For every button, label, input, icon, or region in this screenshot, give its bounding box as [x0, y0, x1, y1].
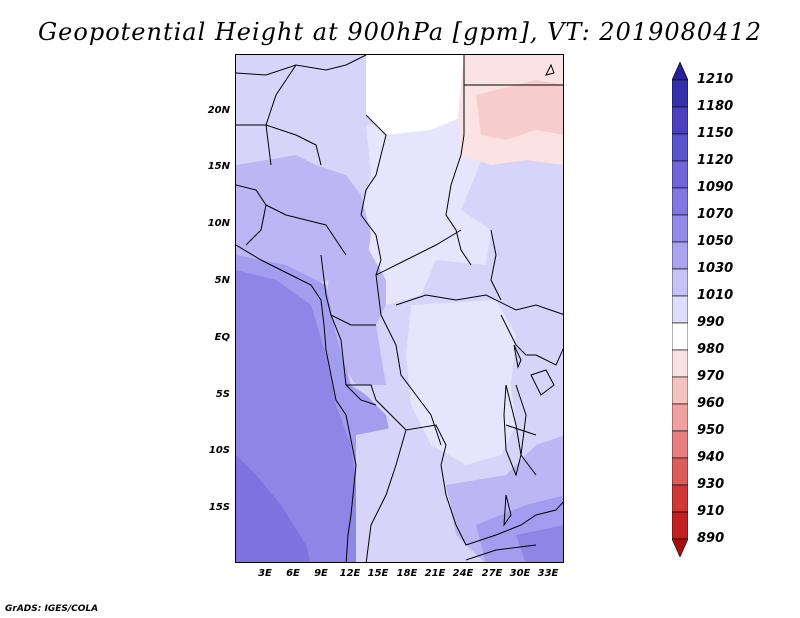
- lat-label: 15S: [208, 502, 230, 513]
- field-980: [476, 80, 563, 140]
- colorbar-segment: [672, 376, 688, 405]
- colorbar-segment: [672, 484, 688, 513]
- lat-label: 10N: [207, 218, 230, 229]
- colorbar-segment: [672, 214, 688, 243]
- lat-label: 15N: [207, 161, 230, 172]
- colorbar-label: 980: [697, 342, 725, 357]
- lat-label: 20N: [207, 105, 230, 116]
- colorbar-label: 940: [697, 450, 725, 465]
- colorbar-label: 1120: [697, 153, 734, 168]
- colorbar-segment: [672, 133, 688, 162]
- field-1090: [236, 270, 366, 562]
- colorbar-segment: [672, 241, 688, 270]
- colorbar-label: 970: [697, 369, 725, 384]
- map-title: Geopotential Height at 900hPa [gpm], VT:…: [38, 18, 762, 46]
- lakes: [503, 63, 555, 527]
- colorbar-label: 910: [697, 504, 725, 519]
- colorbar-segment: [672, 268, 688, 297]
- field-1090-se: [516, 525, 563, 562]
- grads-credit: GrADS: IGES/COLA: [5, 604, 99, 614]
- field-1050-cameroon: [326, 245, 386, 385]
- colorbar-segment: [672, 349, 688, 378]
- lon-label: 24E: [452, 568, 474, 579]
- lon-label: 9E: [314, 568, 328, 579]
- colorbar-label: 890: [697, 531, 725, 546]
- colorbar-segment: [672, 457, 688, 486]
- lon-label: 18E: [396, 568, 418, 579]
- lon-label: 30E: [509, 568, 531, 579]
- geopotential-height-map: [235, 54, 564, 563]
- colorbar-label: 1070: [697, 207, 734, 222]
- colorbar-segment: [672, 187, 688, 216]
- colorbar-label: 1030: [697, 261, 734, 276]
- colorbar-bottom-arrow: [672, 538, 688, 557]
- field-1050-nw: [236, 155, 371, 285]
- colorbar-segment: [672, 430, 688, 459]
- lat-label: EQ: [214, 332, 230, 343]
- lat-label: 10S: [208, 445, 230, 456]
- lon-label: 12E: [339, 568, 361, 579]
- lon-label: 15E: [367, 568, 389, 579]
- lon-label: 6E: [286, 568, 300, 579]
- lon-label: 27E: [481, 568, 503, 579]
- lon-label: 3E: [258, 568, 272, 579]
- colorbar-label: 1090: [697, 180, 734, 195]
- lat-label: 5N: [214, 275, 230, 286]
- colorbar-label: 990: [697, 315, 725, 330]
- colorbar-label: 1180: [697, 99, 734, 114]
- colorbar-segment: [672, 322, 688, 351]
- colorbar-segment: [672, 511, 688, 540]
- colorbar-label: 930: [697, 477, 725, 492]
- colorbar-segment: [672, 295, 688, 324]
- colorbar-top-arrow: [672, 62, 688, 81]
- map-svg: [236, 55, 563, 562]
- colorbar-label: 1150: [697, 126, 734, 141]
- lon-label: 33E: [537, 568, 559, 579]
- field-1030-south: [356, 425, 451, 562]
- colorbar-label: 1050: [697, 234, 734, 249]
- colorbar-segment: [672, 79, 688, 108]
- colorbar-segment: [672, 403, 688, 432]
- colorbar-label: 960: [697, 396, 725, 411]
- lat-label: 5S: [215, 389, 230, 400]
- colorbar: [672, 62, 688, 557]
- colorbar-label: 1210: [697, 72, 734, 87]
- colorbar-segment: [672, 106, 688, 135]
- colorbar-label: 950: [697, 423, 725, 438]
- colorbar-label: 1010: [697, 288, 734, 303]
- lon-label: 21E: [424, 568, 446, 579]
- coastline: [236, 244, 357, 562]
- field-white-north: [366, 55, 466, 135]
- colorbar-segment: [672, 160, 688, 189]
- field-1010: [356, 115, 491, 305]
- country-borders: [236, 55, 563, 562]
- field-1110: [236, 455, 311, 562]
